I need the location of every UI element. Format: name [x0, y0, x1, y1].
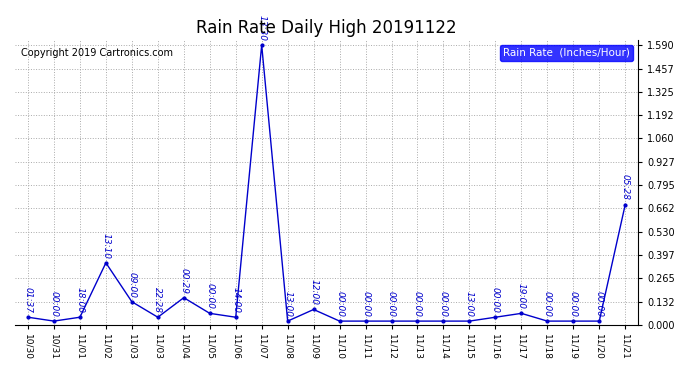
- Text: 13:30: 13:30: [257, 15, 266, 41]
- Text: 00:00: 00:00: [491, 287, 500, 313]
- Text: 13:00: 13:00: [283, 291, 292, 317]
- Text: 12:00: 12:00: [309, 279, 318, 305]
- Text: 00:00: 00:00: [361, 291, 370, 317]
- Text: 00:00: 00:00: [595, 291, 604, 317]
- Text: 00:00: 00:00: [543, 291, 552, 317]
- Text: 00:00: 00:00: [387, 291, 396, 317]
- Text: 00:00: 00:00: [335, 291, 344, 317]
- Text: 14:00: 14:00: [231, 287, 240, 313]
- Text: 18:00: 18:00: [75, 287, 84, 313]
- Text: 22:28: 22:28: [153, 287, 162, 313]
- Text: 00:00: 00:00: [439, 291, 448, 317]
- Text: Copyright 2019 Cartronics.com: Copyright 2019 Cartronics.com: [21, 48, 173, 58]
- Text: 19:00: 19:00: [517, 283, 526, 309]
- Text: 01:37: 01:37: [23, 287, 32, 313]
- Text: 00:29: 00:29: [179, 267, 188, 294]
- Text: 00:00: 00:00: [413, 291, 422, 317]
- Text: 00:00: 00:00: [205, 283, 215, 309]
- Text: 13:00: 13:00: [465, 291, 474, 317]
- Text: 05:28: 05:28: [621, 174, 630, 200]
- Text: 00:00: 00:00: [569, 291, 578, 317]
- Text: 00:00: 00:00: [50, 291, 59, 317]
- Legend: Rain Rate  (Inches/Hour): Rain Rate (Inches/Hour): [500, 45, 633, 61]
- Text: 13:10: 13:10: [101, 232, 110, 259]
- Text: 09:00: 09:00: [128, 272, 137, 298]
- Title: Rain Rate Daily High 20191122: Rain Rate Daily High 20191122: [196, 18, 457, 36]
